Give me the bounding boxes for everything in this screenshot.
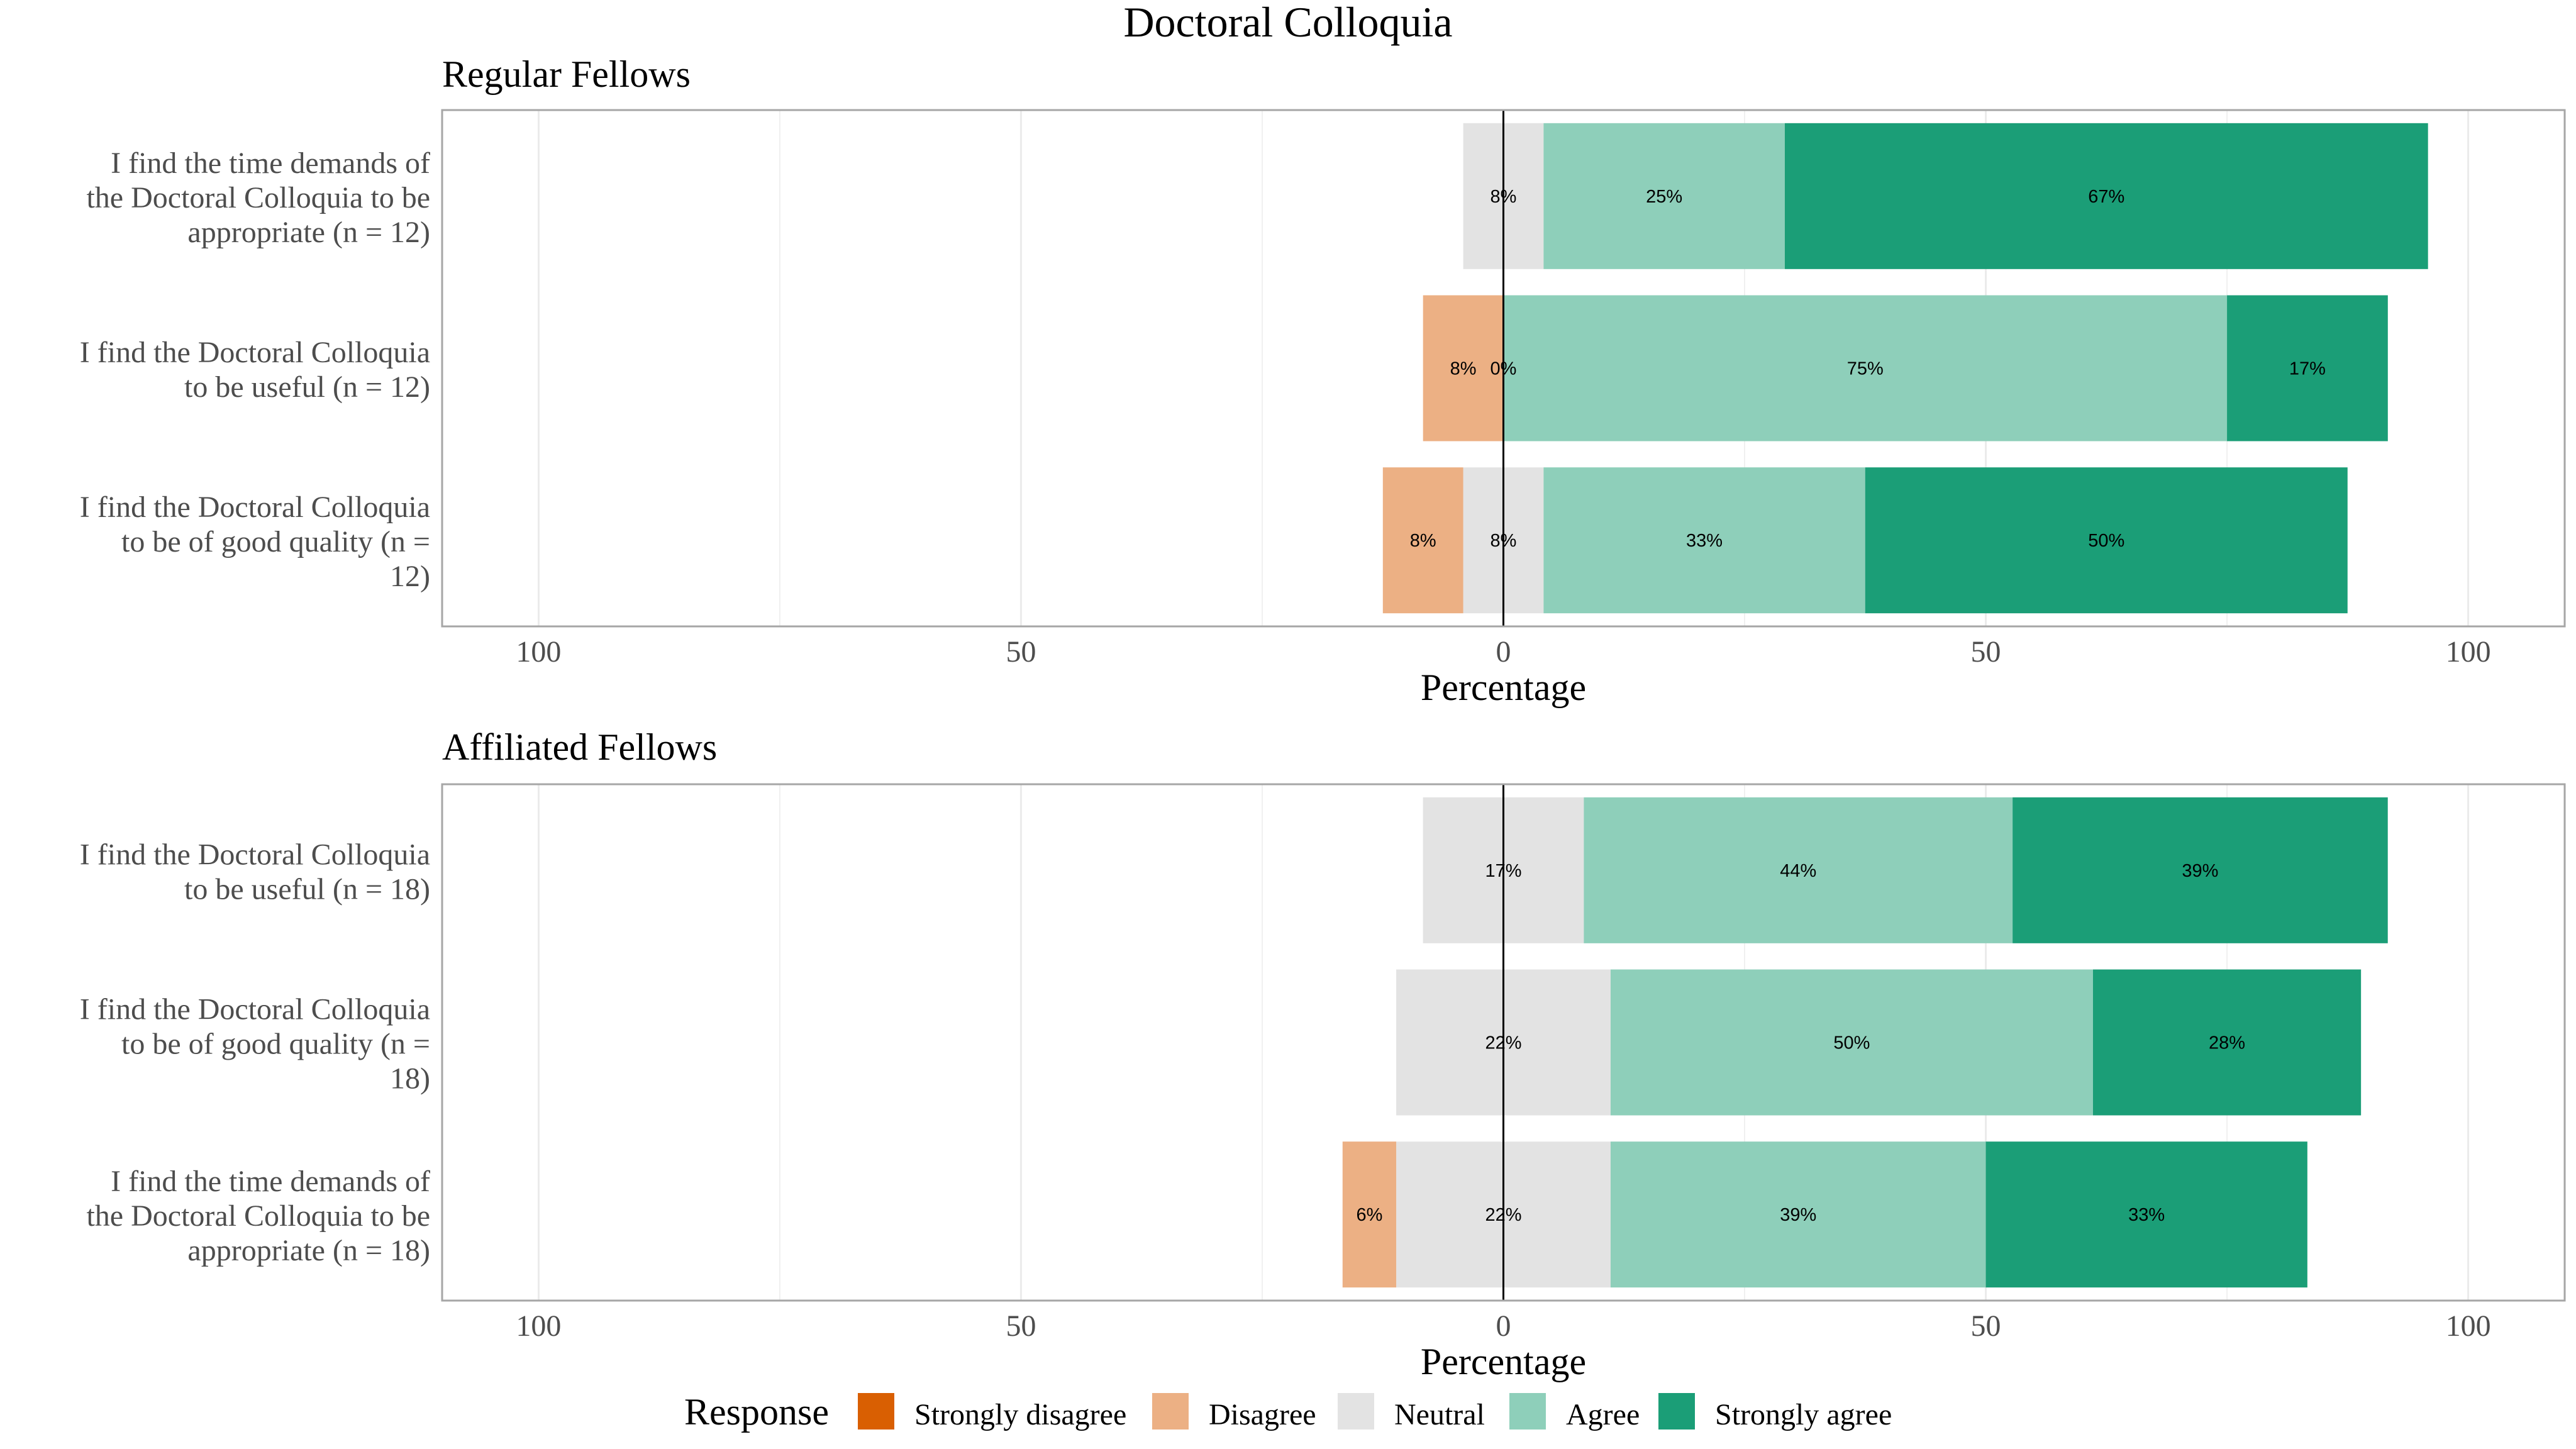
x-tick-label: 100 <box>2446 635 2491 669</box>
x-tick-label: 0 <box>1496 1309 1511 1343</box>
data-label: 8% <box>1450 359 1477 379</box>
bar-agree <box>1503 295 2228 441</box>
legend-key-disagree <box>1152 1393 1189 1430</box>
legend-label: Strongly disagree <box>914 1398 1126 1431</box>
bar-strongly-agree <box>2227 295 2388 441</box>
category-label: I find the time demands of <box>111 1165 430 1198</box>
data-label: 67% <box>2088 187 2124 207</box>
legend-label: Neutral <box>1394 1398 1485 1431</box>
category-label: to be of good quality (n = <box>121 1028 430 1061</box>
category-label: the Doctoral Colloquia to be <box>86 181 430 214</box>
data-label: 33% <box>1686 531 1723 551</box>
bar-agree <box>1610 1141 1986 1288</box>
legend-label: Disagree <box>1209 1398 1316 1431</box>
data-label: 44% <box>1780 861 1816 881</box>
data-label: 50% <box>2088 531 2124 551</box>
data-label: 39% <box>2182 861 2218 881</box>
panel-title: Regular Fellows <box>442 53 691 95</box>
data-label: 8% <box>1410 531 1436 551</box>
category-label: to be of good quality (n = <box>121 525 430 558</box>
data-label: 17% <box>2289 359 2326 379</box>
data-label: 33% <box>2128 1205 2165 1225</box>
category-label: I find the Doctoral Colloquia <box>80 838 430 871</box>
bar-disagree <box>1342 1141 1397 1288</box>
x-tick-label: 100 <box>516 1309 561 1343</box>
data-label: 39% <box>1780 1205 1816 1225</box>
data-label: 25% <box>1646 187 1682 207</box>
category-label: I find the time demands of <box>111 147 430 180</box>
category-label: to be useful (n = 12) <box>184 370 430 404</box>
x-tick-label: 50 <box>1971 1309 2001 1343</box>
data-label: 75% <box>1847 359 1884 379</box>
category-label: I find the Doctoral Colloquia <box>80 993 430 1026</box>
x-tick-label: 50 <box>1006 1309 1036 1343</box>
bar-agree <box>1610 969 2093 1116</box>
bar-disagree <box>1382 467 1463 614</box>
category-label: to be useful (n = 18) <box>184 872 430 906</box>
x-tick-label: 0 <box>1496 635 1511 669</box>
legend-key-neutral <box>1338 1393 1374 1430</box>
x-tick-label: 50 <box>1006 635 1036 669</box>
bar-strongly-agree <box>2092 969 2362 1116</box>
x-tick-label: 100 <box>516 635 561 669</box>
x-tick-label: 100 <box>2446 1309 2491 1343</box>
x-axis-label: Percentage <box>1421 667 1586 708</box>
bar-strongly-agree <box>1865 467 2348 614</box>
data-label: 50% <box>1833 1033 1870 1053</box>
bar-agree <box>1543 467 1865 614</box>
category-label: 12) <box>390 560 430 593</box>
category-label: appropriate (n = 12) <box>187 216 430 249</box>
panel-border <box>441 109 2566 628</box>
bar-agree <box>1543 123 1785 269</box>
chart-title: Doctoral Colloquia <box>1123 0 1452 46</box>
legend-label: Strongly agree <box>1715 1398 1892 1431</box>
x-tick-label: 50 <box>1971 635 2001 669</box>
legend-key-strongly-disagree <box>858 1393 894 1430</box>
x-axis-label: Percentage <box>1421 1341 1586 1382</box>
legend-key-agree <box>1509 1393 1546 1430</box>
category-label: 18) <box>390 1062 430 1096</box>
legend-title: Response <box>684 1391 829 1433</box>
category-label: the Doctoral Colloquia to be <box>86 1199 430 1233</box>
category-label: I find the Doctoral Colloquia <box>80 491 430 524</box>
legend: Response Strongly disagree Disagree Neutral… <box>684 1391 1892 1433</box>
bar-strongly-agree <box>2012 797 2388 943</box>
legend-label: Agree <box>1566 1398 1640 1431</box>
data-label: 28% <box>2209 1033 2245 1053</box>
category-label: appropriate (n = 18) <box>187 1234 430 1267</box>
category-label: I find the Doctoral Colloquia <box>80 336 430 369</box>
panel-title: Affiliated Fellows <box>442 726 717 768</box>
bar-strongly-agree <box>1784 123 2428 269</box>
bar-strongly-agree <box>1985 1141 2307 1288</box>
data-label: 6% <box>1356 1205 1382 1225</box>
panel-border <box>441 783 2566 1302</box>
legend-key-strongly-agree <box>1658 1393 1695 1430</box>
bar-disagree <box>1423 295 1504 441</box>
bar-agree <box>1584 797 2013 943</box>
